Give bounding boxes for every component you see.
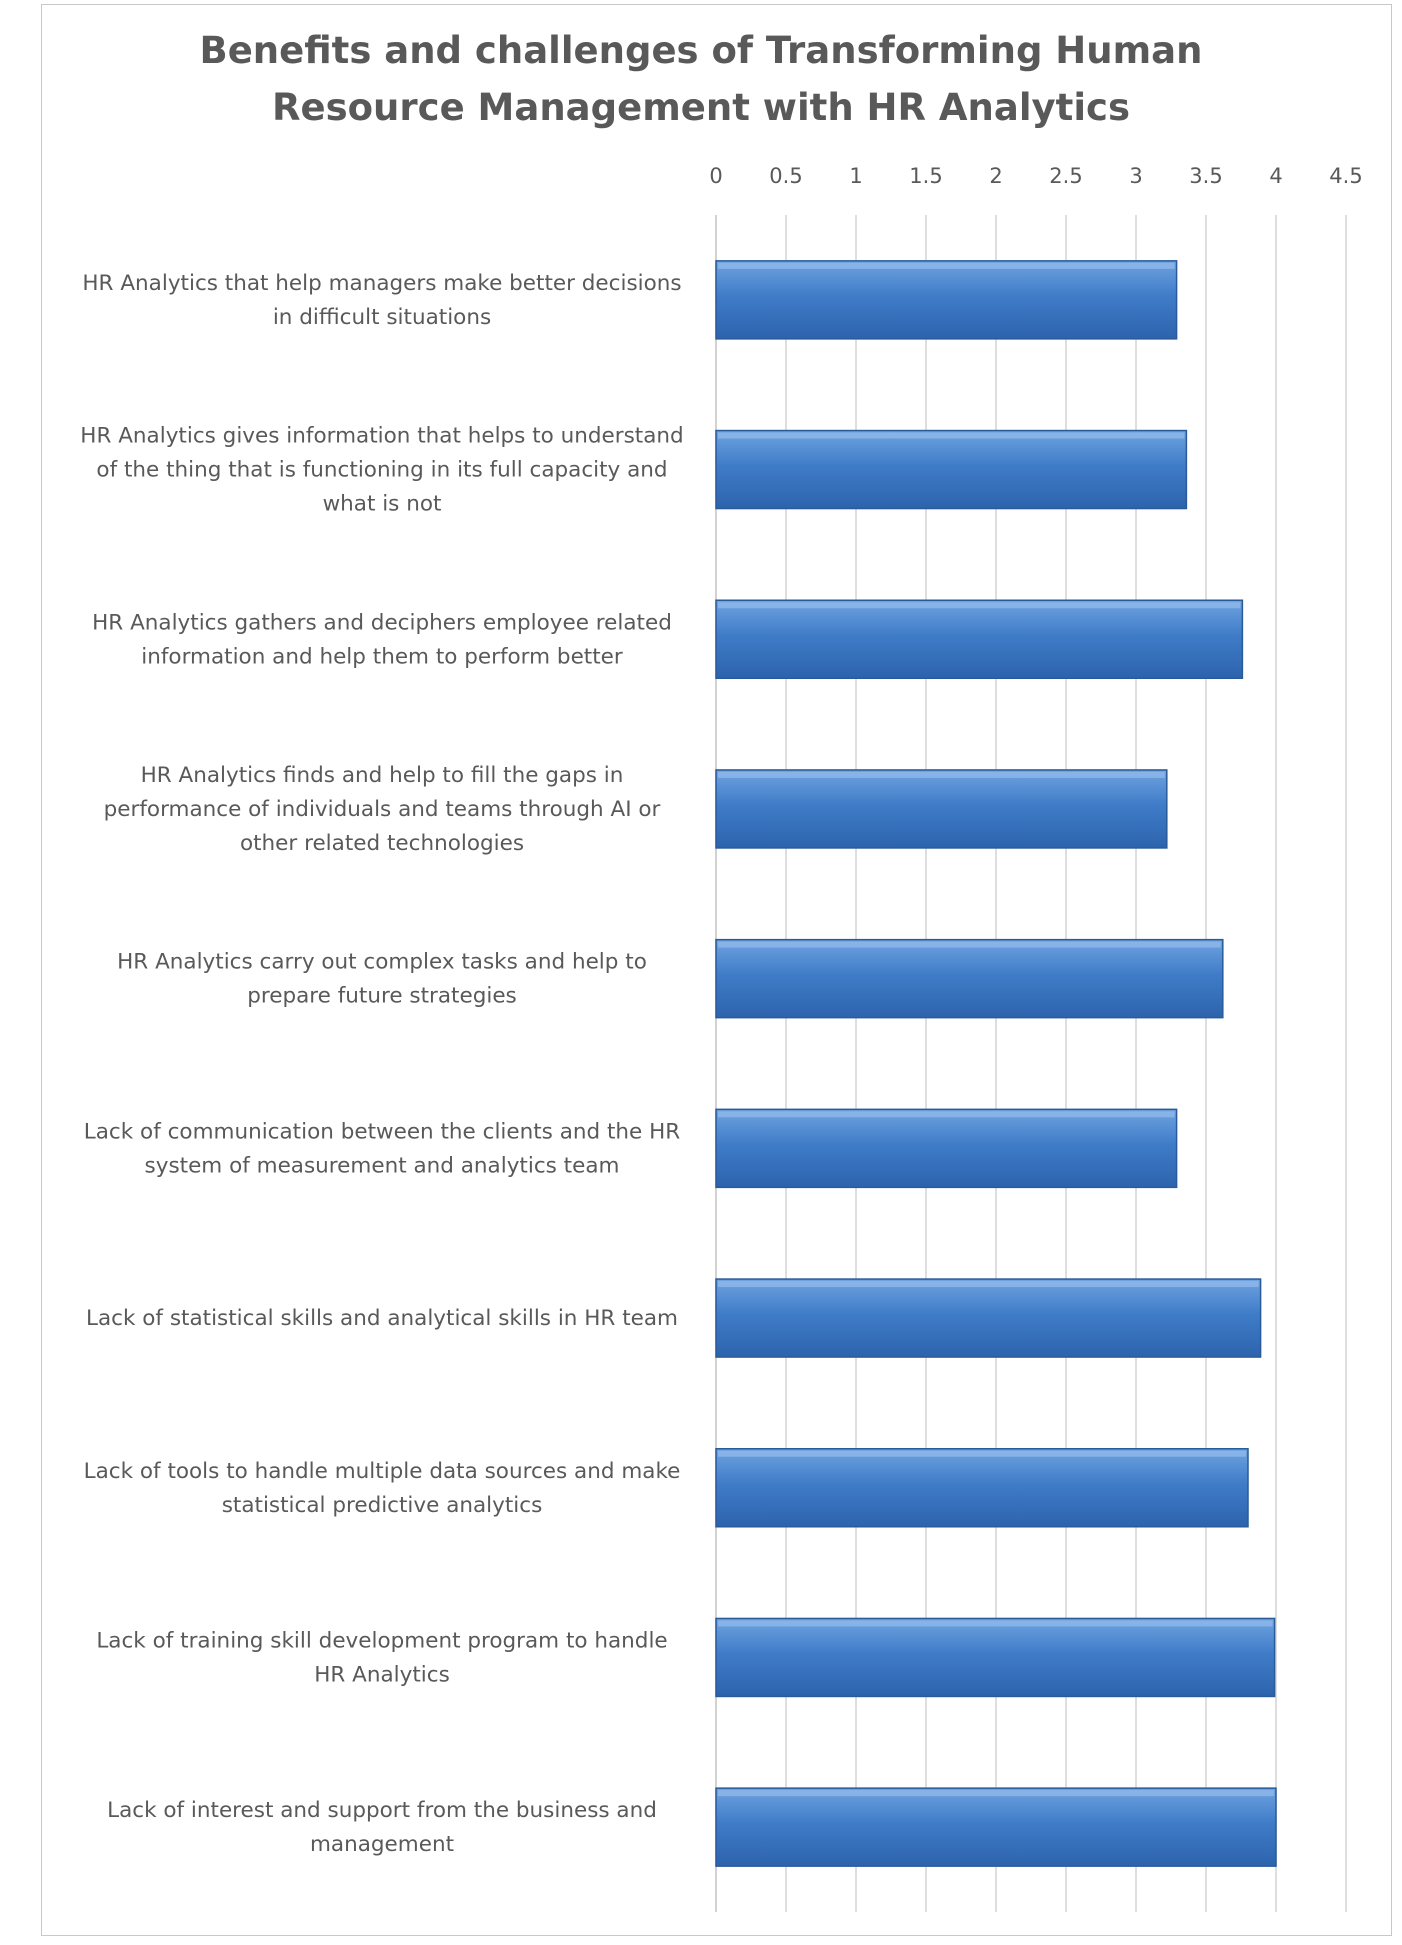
bar [715, 429, 1188, 510]
x-tick-label: 0.5 [769, 164, 802, 188]
category-label: HR Analytics gathers and deciphers emplo… [92, 610, 672, 669]
category-label: Lack of communication between the client… [84, 1119, 680, 1178]
x-axis-ticks: 0 0.5 1 1.5 2 2.5 3 3.5 4 4.5 [709, 164, 1362, 188]
category-label: Lack of interest and support from the bu… [107, 1798, 657, 1857]
category-labels: HR Analytics that help managers make bet… [80, 271, 683, 1857]
bar-highlight [718, 602, 1241, 609]
bar-highlight [718, 771, 1165, 778]
x-tick-label: 1 [849, 164, 862, 188]
bar-highlight [718, 1111, 1175, 1118]
category-label: Lack of tools to handle multiple data so… [84, 1459, 681, 1518]
bar-highlight [718, 432, 1185, 439]
x-tick-label: 1.5 [909, 164, 942, 188]
bar [715, 938, 1224, 1019]
category-label: HR Analytics that help managers make bet… [82, 271, 681, 330]
category-label: HR Analytics gives information that help… [80, 424, 683, 517]
x-tick-label: 4.5 [1329, 164, 1362, 188]
x-tick-label: 3 [1129, 164, 1142, 188]
chart-title: Benefits and challenges of Transforming … [0, 22, 1402, 136]
bar [715, 1108, 1178, 1189]
bar [715, 1787, 1277, 1867]
bar-highlight [718, 1620, 1273, 1627]
bar [715, 599, 1244, 679]
x-tick-label: 3.5 [1189, 164, 1222, 188]
bar [715, 1617, 1276, 1698]
category-label: HR Analytics carry out complex tasks and… [117, 950, 647, 1009]
bar-highlight [718, 1281, 1259, 1288]
x-tick-label: 2 [989, 164, 1002, 188]
bar [715, 1278, 1262, 1358]
bar-highlight [718, 1790, 1274, 1797]
x-tick-label: 2.5 [1049, 164, 1082, 188]
bar [715, 1448, 1249, 1528]
bar-highlight [718, 941, 1221, 948]
category-label: Lack of training skill development progr… [96, 1628, 667, 1687]
chart-title-line: Benefits and challenges of Transforming … [199, 29, 1203, 72]
x-tick-label: 0 [709, 164, 722, 188]
bars [715, 260, 1277, 1867]
x-tick-label: 4 [1269, 164, 1282, 188]
category-label: HR Analytics finds and help to fill the … [104, 763, 661, 856]
bar-highlight [718, 262, 1175, 269]
bar [715, 769, 1168, 849]
bar [715, 260, 1178, 340]
category-label: Lack of statistical skills and analytica… [86, 1306, 678, 1331]
chart-title-line: Resource Management with HR Analytics [272, 86, 1130, 129]
bar-highlight [718, 1450, 1246, 1457]
